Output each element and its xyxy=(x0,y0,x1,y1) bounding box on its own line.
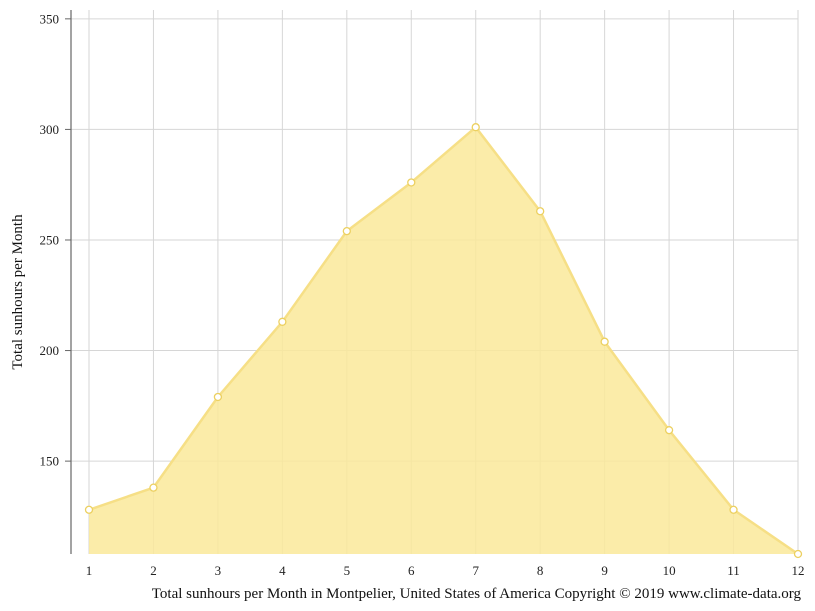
area-fill xyxy=(89,127,798,555)
data-markers xyxy=(84,123,803,559)
y-tick-label-250: 250 xyxy=(40,232,60,247)
area-series xyxy=(88,125,799,556)
data-point-9 xyxy=(600,337,609,346)
y-tick-label-200: 200 xyxy=(40,343,60,358)
data-point-12 xyxy=(793,549,803,559)
x-tick-label-3: 3 xyxy=(215,563,222,578)
data-point-8 xyxy=(536,207,545,216)
y-axis-title: Total sunhours per Month xyxy=(10,214,26,370)
data-point-4 xyxy=(278,317,287,326)
data-point-6 xyxy=(407,178,416,187)
chart-caption: Total sunhours per Month in Montpelier, … xyxy=(152,586,802,602)
data-point-1 xyxy=(84,505,94,514)
x-tick-label-7: 7 xyxy=(472,563,479,578)
y-tick-label-350: 350 xyxy=(40,11,60,26)
data-point-7 xyxy=(471,123,480,132)
y-axis-ticks: 150 200 250 300 350 xyxy=(40,11,71,469)
data-point-10 xyxy=(664,426,674,435)
data-point-2 xyxy=(149,483,158,492)
series-line xyxy=(88,125,799,556)
data-point-11 xyxy=(729,505,738,514)
x-tick-label-2: 2 xyxy=(150,563,157,578)
x-tick-label-8: 8 xyxy=(537,563,544,578)
data-point-5 xyxy=(342,226,351,236)
y-tick-label-150: 150 xyxy=(40,454,60,469)
x-tick-label-11: 11 xyxy=(727,563,740,578)
x-axis-ticks: 1 2 3 4 5 6 7 8 9 10 11 12 xyxy=(86,563,805,578)
x-tick-label-4: 4 xyxy=(279,563,286,578)
x-tick-label-12: 12 xyxy=(792,563,805,578)
x-tick-label-9: 9 xyxy=(601,563,608,578)
x-tick-label-10: 10 xyxy=(663,563,676,578)
y-tick-label-300: 300 xyxy=(40,122,60,137)
data-point-3 xyxy=(213,392,223,402)
x-tick-label-1: 1 xyxy=(86,563,93,578)
x-tick-label-5: 5 xyxy=(344,563,351,578)
x-tick-label-6: 6 xyxy=(408,563,415,578)
